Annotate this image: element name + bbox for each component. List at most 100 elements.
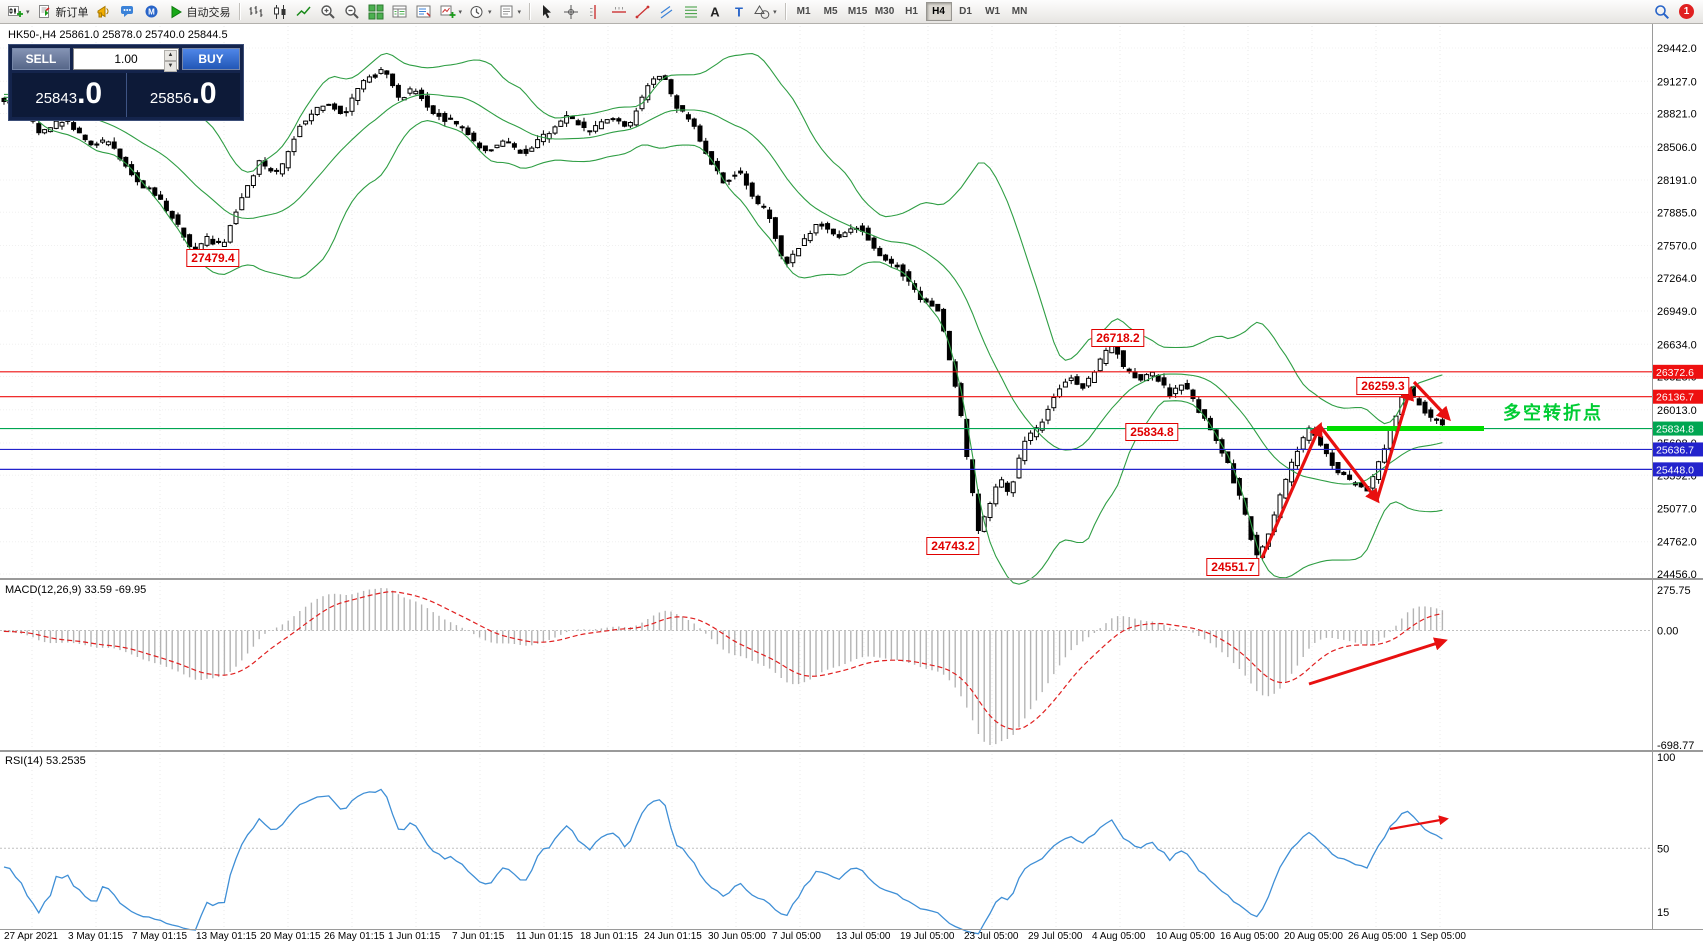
toolbar-tile-windows-button[interactable] xyxy=(365,2,388,22)
timeframe-m5-button[interactable]: M5 xyxy=(818,2,844,21)
volume-value: 1.00 xyxy=(114,52,138,66)
tile-windows-icon xyxy=(368,4,384,19)
buy-button[interactable]: BUY xyxy=(182,48,240,70)
sell-price[interactable]: 25843 .0 xyxy=(12,73,126,117)
arrow-label-icon: T xyxy=(735,4,743,19)
toolbar-data-window-button[interactable] xyxy=(389,2,412,22)
search-button[interactable] xyxy=(1650,2,1673,22)
notification-badge[interactable]: 1 xyxy=(1679,4,1694,19)
toolbar-add-chart-button[interactable]: ▾ xyxy=(437,2,466,22)
toolbar-separator xyxy=(784,3,786,20)
toolbar-candles-mode-button[interactable] xyxy=(269,2,292,22)
swing-price-label[interactable]: 25834.8 xyxy=(1125,423,1179,441)
annotation-note[interactable]: 多空转折点 xyxy=(1503,403,1603,423)
toolbar-bars-mode-button[interactable] xyxy=(245,2,268,22)
trend-arrow[interactable] xyxy=(1389,815,1449,831)
svg-text:M: M xyxy=(148,7,155,16)
megaphone-icon xyxy=(97,5,109,17)
toolbar-shapes-button[interactable]: ▾ xyxy=(751,2,780,22)
swing-price-label[interactable]: 27479.4 xyxy=(186,249,240,267)
toolbar-new-chart-button[interactable]: ▾ xyxy=(4,2,33,22)
toolbar-megaphone-button[interactable] xyxy=(93,2,116,22)
swing-price-label[interactable]: 26718.2 xyxy=(1091,329,1145,347)
sell-button[interactable]: SELL xyxy=(12,48,70,70)
trend-arrow[interactable] xyxy=(1318,425,1380,504)
swing-price-label[interactable]: 24743.2 xyxy=(926,537,980,555)
svg-text:11 Jun 01:15: 11 Jun 01:15 xyxy=(516,931,574,942)
toolbar: ▾ 新订单 M 自动交易 ▾ ▾ ▾ A T ▾ M1 M5 M15 M30 H1 H4 D1 W1 MN 1 xyxy=(0,0,1703,24)
svg-text:13 Jul 05:00: 13 Jul 05:00 xyxy=(836,931,891,942)
timeframe-m30-button[interactable]: M30 xyxy=(872,2,898,21)
toolbar-period-converter-button[interactable]: ▾ xyxy=(466,2,495,22)
red-arrows-layer[interactable] xyxy=(1260,380,1451,831)
buy-price-big: .0 xyxy=(191,77,217,110)
toolbar-new-order-button[interactable]: 新订单 xyxy=(34,2,92,22)
dropdown-arrow-icon: ▾ xyxy=(517,8,522,16)
timeframe-mn-button[interactable]: MN xyxy=(1007,2,1033,21)
svg-text:1 Jun 01:15: 1 Jun 01:15 xyxy=(388,931,441,942)
timeframe-w1-button[interactable]: W1 xyxy=(980,2,1006,21)
timeframe-h4-button[interactable]: H4 xyxy=(925,2,952,21)
timeframe-d1-button[interactable]: D1 xyxy=(953,2,979,21)
toolbar-arrow-label-button[interactable]: T xyxy=(727,2,750,22)
svg-text:13 May 01:15: 13 May 01:15 xyxy=(196,931,257,942)
toolbar-navigator-button[interactable] xyxy=(413,2,436,22)
toolbar-crosshair-button[interactable] xyxy=(559,2,582,22)
toolbar-text-button[interactable]: A xyxy=(703,2,726,22)
spinner-up-icon[interactable]: ▲ xyxy=(164,50,177,61)
data-window-icon xyxy=(392,5,407,17)
toolbar-community-button[interactable]: M xyxy=(141,2,164,22)
sell-price-main: 25843 xyxy=(35,90,78,107)
trend-arrow[interactable] xyxy=(1412,380,1451,422)
search-icon xyxy=(1654,4,1669,19)
timeframe-m1-button[interactable]: M1 xyxy=(791,2,817,21)
dropdown-arrow-icon: ▾ xyxy=(458,8,463,16)
swing-price-label[interactable]: 26259.3 xyxy=(1356,377,1410,395)
buy-price[interactable]: 25856 .0 xyxy=(127,73,241,117)
cursor-icon xyxy=(542,4,551,18)
toolbar-channel-button[interactable] xyxy=(655,2,678,22)
volume-input[interactable]: 1.00 ▲ ▼ xyxy=(73,48,179,72)
toolbar-vline-button[interactable] xyxy=(583,2,606,22)
trend-arrow[interactable] xyxy=(1308,637,1448,686)
new-chart-icon xyxy=(8,5,23,17)
chat-icon xyxy=(121,5,134,17)
toolbar-zoom-out-button[interactable] xyxy=(341,2,364,22)
hline-icon xyxy=(611,6,626,13)
svg-text:0.00: 0.00 xyxy=(1657,626,1678,638)
svg-text:27 Apr 2021: 27 Apr 2021 xyxy=(4,931,58,942)
buy-price-main: 25856 xyxy=(149,90,192,107)
toolbar-autotrade-button[interactable]: 自动交易 xyxy=(165,2,234,22)
toolbar-chat-button[interactable] xyxy=(117,2,140,22)
svg-text:20 Aug 05:00: 20 Aug 05:00 xyxy=(1284,931,1343,942)
toolbar-cursor-button[interactable] xyxy=(535,2,558,22)
timeframe-m15-button[interactable]: M15 xyxy=(845,2,871,21)
svg-text:23 Jul 05:00: 23 Jul 05:00 xyxy=(964,931,1019,942)
spinner-down-icon[interactable]: ▼ xyxy=(164,61,177,72)
chart-background[interactable] xyxy=(0,24,1703,942)
toolbar-trendline-button[interactable] xyxy=(631,2,654,22)
zoom-out-icon xyxy=(345,4,359,19)
crosshair-icon xyxy=(563,4,578,19)
trend-arrow[interactable] xyxy=(1260,422,1323,559)
toolbar-fibonacci-button[interactable] xyxy=(679,2,702,22)
svg-text:16 Aug 05:00: 16 Aug 05:00 xyxy=(1220,931,1279,942)
svg-text:25077.0: 25077.0 xyxy=(1657,503,1697,515)
toolbar-separator xyxy=(238,3,240,20)
toolbar-hline-button[interactable] xyxy=(607,2,630,22)
svg-text:28506.0: 28506.0 xyxy=(1657,142,1697,154)
svg-text:24762.0: 24762.0 xyxy=(1657,537,1697,549)
toolbar-autotrade-label: 自动交易 xyxy=(186,6,231,19)
swing-price-label[interactable]: 24551.7 xyxy=(1206,558,1260,576)
toolbar-zoom-in-button[interactable] xyxy=(317,2,340,22)
trend-arrow[interactable] xyxy=(1375,385,1414,501)
volume-spinner[interactable]: ▲ ▼ xyxy=(164,50,177,72)
horizontal-levels-layer[interactable] xyxy=(0,371,1652,470)
toolbar-templates-button[interactable]: ▾ xyxy=(496,2,525,22)
one-click-trading-panel: SELL 1.00 ▲ ▼ BUY 25843 .0 25856 .0 xyxy=(8,44,244,121)
toolbar-line-mode-button[interactable] xyxy=(293,2,316,22)
timeframe-h1-button[interactable]: H1 xyxy=(899,2,925,21)
line-mode-icon xyxy=(296,6,311,16)
